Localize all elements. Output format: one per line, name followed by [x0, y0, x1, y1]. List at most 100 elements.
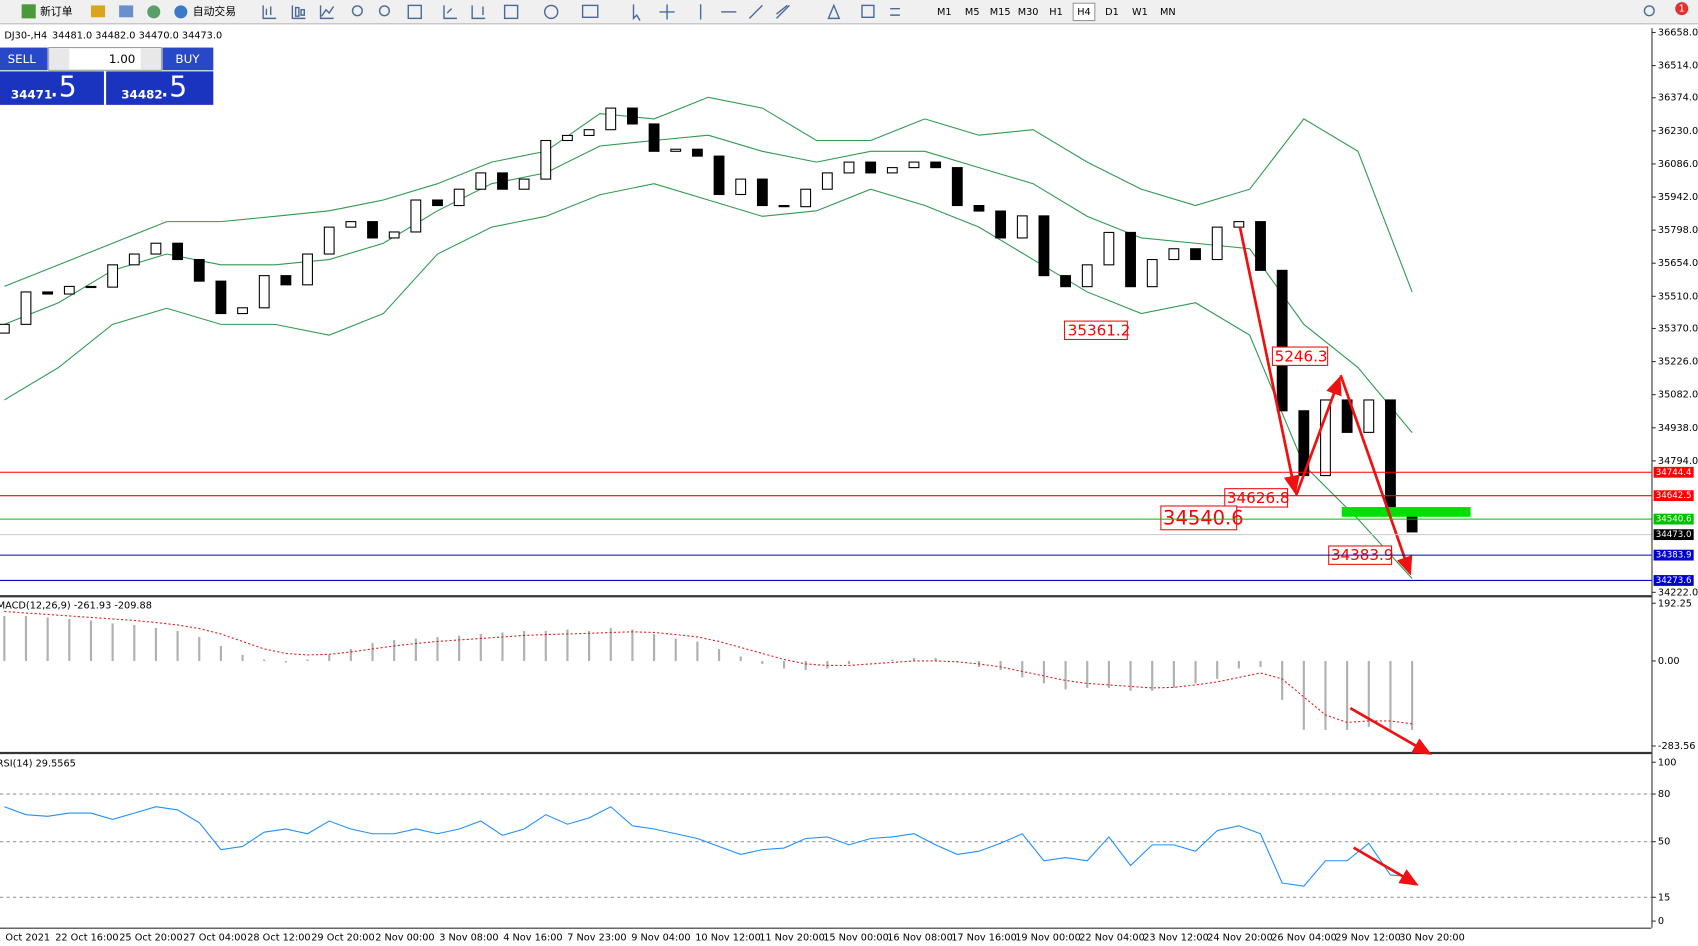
candle	[995, 210, 1007, 239]
timeframe-button[interactable]: M15	[990, 7, 1011, 18]
y-tick-label: 35370.0	[1658, 323, 1698, 334]
candle	[258, 275, 270, 309]
arrow	[1339, 374, 1413, 576]
zone-rectangle	[1341, 507, 1471, 517]
candle	[1125, 231, 1136, 288]
candle	[388, 231, 400, 239]
y-tick-label: 35654.0	[1658, 258, 1698, 269]
level-tag-label: 34383.9	[1656, 551, 1692, 561]
auto-trading-icon[interactable]	[174, 5, 188, 19]
bid-box[interactable]	[0, 71, 104, 105]
timeframe-button[interactable]: H1	[1049, 7, 1063, 18]
candle	[735, 178, 747, 196]
ask-box[interactable]	[106, 71, 214, 105]
arrows-tool[interactable]	[890, 7, 900, 16]
candle	[800, 188, 812, 208]
macd-plot	[3, 610, 1414, 730]
timeframe-button[interactable]: M1	[937, 7, 952, 18]
timeframe-button[interactable]: M30	[1018, 7, 1039, 18]
bollinger-upper	[4, 96, 1413, 293]
y-tick-label: 34938.0	[1658, 423, 1698, 434]
y-tick-label: 36514.0	[1658, 61, 1698, 72]
bollinger-lower	[4, 183, 1413, 579]
candle	[1385, 399, 1396, 509]
auto-trading-button[interactable]: 自动交易	[193, 4, 236, 18]
zoom-out[interactable]	[378, 5, 391, 17]
level-tag	[1653, 490, 1694, 502]
templates-icon[interactable]	[581, 4, 599, 19]
level-tag-label: 34273.6	[1656, 576, 1692, 586]
bar-chart-icon[interactable]	[262, 5, 277, 20]
candle-icon[interactable]	[291, 5, 306, 20]
y-tick-label: 100	[1658, 757, 1677, 768]
periods-icon[interactable]	[543, 4, 559, 20]
timeframe-button[interactable]: MN	[1160, 7, 1176, 18]
x-tick-label: 11 Nov 20:00	[759, 932, 825, 943]
annotation: 34626.8	[1227, 489, 1290, 507]
trendline-tool[interactable]	[748, 4, 763, 19]
y-tick-label: 35942.0	[1658, 192, 1698, 203]
lot-input[interactable]	[48, 47, 162, 71]
candle	[42, 291, 54, 295]
tool-icon[interactable]	[147, 5, 161, 19]
candle	[886, 167, 898, 174]
x-tick-label: 22 Oct 16:00	[55, 932, 118, 943]
buy-label: BUY	[175, 52, 200, 66]
x-tick-label: 19 Nov 00:00	[1015, 932, 1081, 943]
candle	[540, 139, 552, 180]
zoom-in[interactable]	[351, 5, 363, 17]
candle	[107, 264, 119, 288]
timeframe-button[interactable]: D1	[1105, 7, 1119, 18]
candle	[756, 178, 768, 207]
x-tick-label: 9 Nov 04:00	[631, 932, 690, 943]
label-tool[interactable]	[861, 4, 875, 19]
y-tick-label: 35226.0	[1658, 357, 1698, 368]
candle	[150, 242, 162, 255]
cursor-tool[interactable]	[632, 4, 641, 21]
text-tool[interactable]	[827, 3, 841, 20]
notification-count: 1	[1679, 4, 1685, 15]
new-order-icon[interactable]	[21, 4, 36, 19]
annotation: 34540.6	[1163, 506, 1244, 529]
timeframe-button[interactable]: M5	[965, 7, 980, 18]
search-icon[interactable]	[1643, 5, 1655, 17]
tool-icon[interactable]	[90, 5, 106, 18]
buy-button[interactable]	[162, 47, 214, 71]
chart-ohlc: 34481.0 34482.0 34470.0 34473.0	[52, 31, 222, 42]
sell-button[interactable]	[0, 47, 48, 71]
trade-panel: SELL 1.00 BUY 34471 .5 34482 .5	[0, 47, 214, 105]
candle	[605, 107, 617, 131]
y-tick-label: 36658.0	[1658, 27, 1698, 38]
candle	[63, 285, 75, 295]
indicators-icon[interactable]	[503, 4, 519, 20]
channel-tool[interactable]	[775, 4, 790, 19]
shift-icon[interactable]	[471, 5, 486, 20]
timeframe-button[interactable]: W1	[1132, 7, 1148, 18]
arrows	[1238, 226, 1432, 886]
timeframe-button[interactable]: H4	[1077, 7, 1091, 18]
bid-price: 34471	[11, 88, 52, 102]
candle	[1276, 269, 1288, 412]
rsi-line	[4, 806, 1413, 887]
tile-icon[interactable]	[407, 4, 422, 20]
price-annotations: 35361.2 5246.3 34626.8 34540.6 34383.9	[1063, 320, 1393, 565]
candle	[497, 172, 508, 190]
annotation-box	[1224, 488, 1289, 508]
y-tick-label: 15	[1658, 892, 1670, 903]
new-order-button[interactable]: 新订单	[40, 4, 73, 18]
lot-up[interactable]	[140, 48, 161, 70]
scroll-icon[interactable]	[443, 5, 457, 20]
lot-down[interactable]	[49, 48, 70, 70]
crosshair-tool[interactable]	[659, 4, 675, 20]
x-tick-label: 17 Nov 16:00	[951, 932, 1017, 943]
level-tag	[1653, 549, 1694, 561]
x-tick-label: 29 Nov 12:00	[1335, 932, 1401, 943]
rsi-plot	[0, 793, 1652, 898]
candle	[1190, 248, 1201, 261]
notification-badge[interactable]	[1675, 2, 1689, 16]
candle	[85, 285, 97, 289]
y-tick-label: 80	[1658, 789, 1670, 800]
tool-icon[interactable]	[119, 5, 134, 18]
x-tick-label: 22 Nov 04:00	[1079, 932, 1145, 943]
line-chart-icon[interactable]	[319, 5, 335, 20]
